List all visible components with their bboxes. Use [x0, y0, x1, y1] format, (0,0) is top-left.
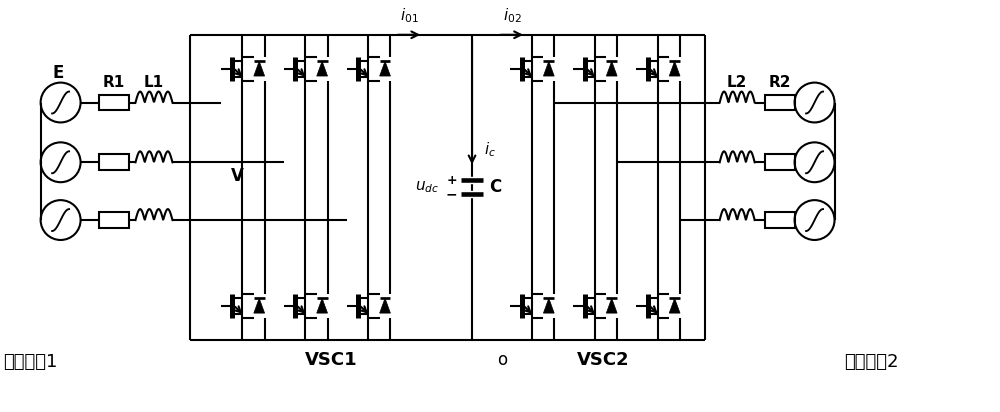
Polygon shape [254, 298, 265, 313]
Text: VSC2: VSC2 [577, 351, 630, 368]
Bar [99, 94, 129, 110]
Polygon shape [380, 298, 390, 313]
Text: C: C [489, 178, 501, 196]
Text: R2: R2 [768, 75, 791, 90]
Text: E: E [53, 63, 64, 82]
Text: V: V [231, 167, 244, 185]
Polygon shape [543, 298, 554, 313]
Text: $i_c$: $i_c$ [484, 140, 496, 159]
Bar [765, 94, 795, 110]
Polygon shape [543, 61, 554, 76]
Text: o: o [497, 351, 507, 368]
Bar [765, 154, 795, 170]
Polygon shape [317, 61, 328, 76]
Text: $i_{01}$: $i_{01}$ [400, 6, 419, 25]
Polygon shape [380, 61, 390, 76]
Text: R1: R1 [102, 75, 125, 90]
Text: −: − [445, 187, 457, 201]
Polygon shape [669, 61, 680, 76]
Text: VSC1: VSC1 [305, 351, 358, 368]
Bar [99, 212, 129, 228]
Bar [99, 154, 129, 170]
Polygon shape [317, 298, 328, 313]
Bar [765, 212, 795, 228]
Text: L1: L1 [144, 75, 164, 90]
Text: +: + [446, 174, 457, 187]
Text: 交流系灱1: 交流系灱1 [3, 353, 57, 370]
Text: $i_{02}$: $i_{02}$ [503, 6, 521, 25]
Text: L2: L2 [727, 75, 747, 90]
Text: $u_{dc}$: $u_{dc}$ [415, 179, 439, 195]
Polygon shape [606, 61, 617, 76]
Polygon shape [606, 298, 617, 313]
Polygon shape [669, 298, 680, 313]
Text: 交流系灱2: 交流系灱2 [845, 353, 899, 370]
Polygon shape [254, 61, 265, 76]
